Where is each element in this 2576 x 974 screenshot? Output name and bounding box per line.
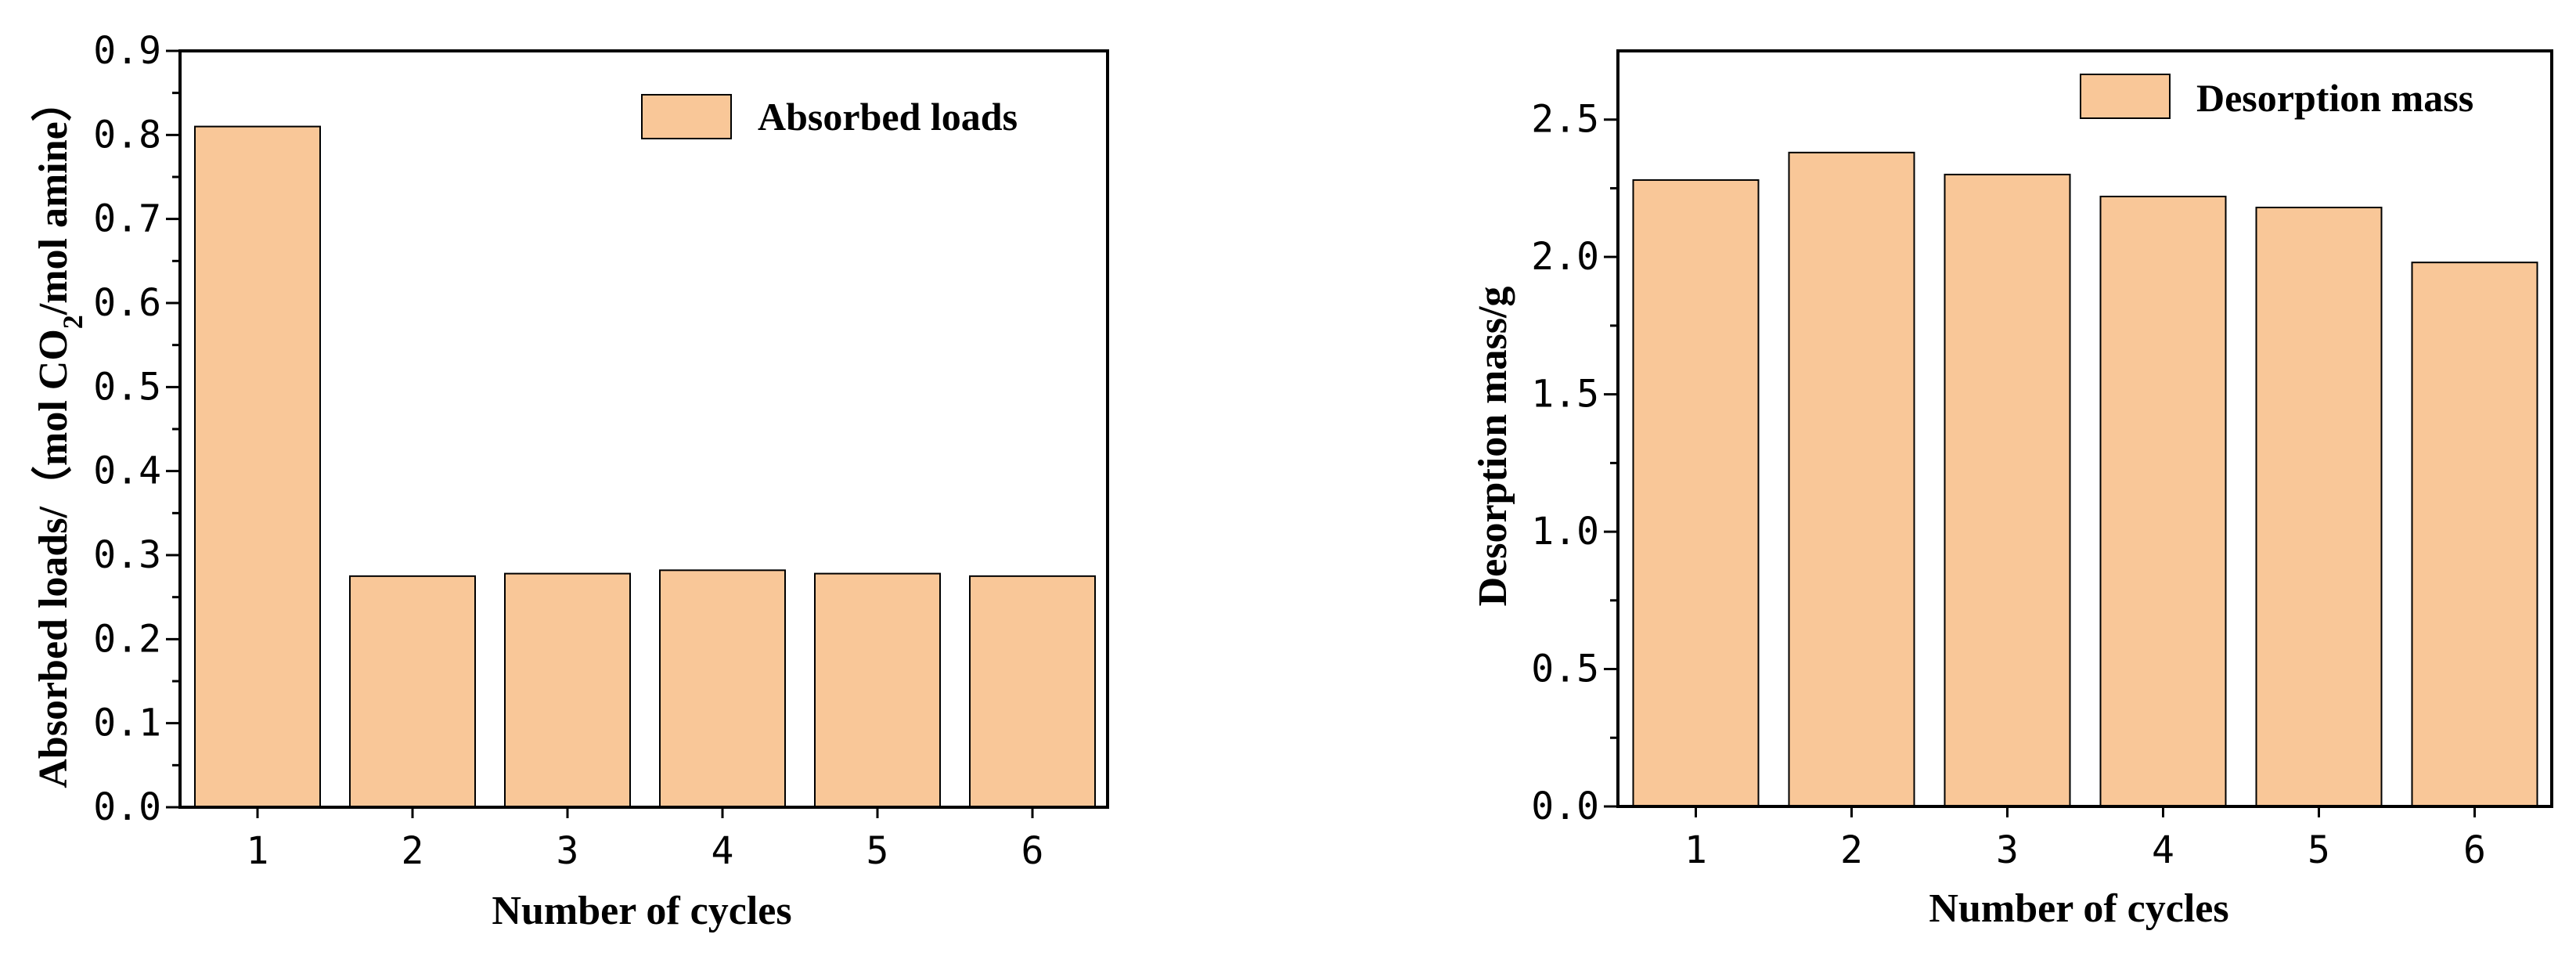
- desorption-bar-5: [2255, 207, 2383, 807]
- absorbed-y-tick-label: 0.6: [93, 281, 161, 325]
- absorbed-y-tick-label: 0.5: [93, 365, 161, 409]
- desorption-plot-frame: [1616, 49, 2553, 808]
- absorbed-y-tick-labels: 0.0 0.1 0.2 0.3 0.4 0.5 0.6 0.7 0.8 0.9: [93, 29, 161, 829]
- desorption-legend: Desorption mass: [2080, 74, 2473, 120]
- desorption-y-axis-title-main: Desorption mass/g: [1471, 287, 1515, 607]
- absorbed-legend-label: Absorbed loads: [758, 95, 1018, 139]
- desorption-bar-6: [2411, 262, 2538, 807]
- desorption-mass-chart: 0.0 0.5 1.0 1.5 2.0 2.5 1 2 3 4 5 6 Number of cycl…: [1471, 49, 2553, 931]
- desorption-bar-2: [1788, 151, 1915, 807]
- desorption-y-tick-labels: 0.0 0.5 1.0 1.5 2.0 2.5: [1531, 98, 1599, 828]
- absorbed-y-tick-label: 0.7: [93, 197, 161, 241]
- absorbed-x-tick-label: 5: [866, 829, 889, 873]
- desorption-y-tick-label: 2.5: [1531, 98, 1599, 142]
- desorption-legend-swatch: [2080, 74, 2171, 119]
- absorbed-x-tick-label: 3: [557, 829, 579, 873]
- absorbed-y-axis-title-end: /mol amine）: [31, 81, 76, 316]
- absorbed-loads-chart: 0.0 0.1 0.2 0.3 0.4 0.5 0.6 0.7 0.8 0.9 1 2 3 4 5 6 Nu…: [31, 29, 1109, 933]
- desorption-x-tick-label: 3: [1996, 828, 2019, 872]
- absorbed-y-axis-title-subscript: 2: [57, 315, 88, 329]
- desorption-y-tick-label: 2.0: [1531, 235, 1599, 279]
- desorption-bar-3: [1944, 173, 2071, 807]
- absorbed-bar-4: [659, 569, 786, 808]
- desorption-axis-ticks: [1604, 118, 2476, 817]
- desorption-bar-1: [1632, 179, 1760, 808]
- absorbed-x-tick-label: 4: [712, 829, 734, 873]
- absorbed-bar-3: [504, 572, 631, 808]
- desorption-x-tick-labels: 1 2 3 4 5 6: [1684, 828, 2486, 872]
- absorbed-bar-1: [194, 125, 321, 809]
- desorption-x-tick-label: 4: [2152, 828, 2174, 872]
- desorption-y-tick-label: 0.0: [1531, 785, 1599, 828]
- desorption-x-tick-label: 2: [1840, 828, 1863, 872]
- absorbed-bars: [194, 125, 1096, 809]
- absorbed-x-tick-label: 1: [247, 829, 269, 873]
- absorbed-y-tick-label: 0.1: [93, 702, 161, 745]
- absorbed-x-tick-label: 2: [402, 829, 424, 873]
- absorbed-y-axis-title: Absorbed loads/（mol CO2/mol amine）: [31, 81, 88, 788]
- absorbed-y-tick-label: 0.2: [93, 617, 161, 661]
- desorption-x-axis-title: Number of cycles: [1929, 886, 2228, 931]
- absorbed-y-tick-label: 0.0: [93, 785, 161, 829]
- desorption-x-tick-label: 5: [2308, 828, 2330, 872]
- absorbed-x-tick-label: 6: [1021, 829, 1044, 873]
- absorbed-bar-2: [349, 575, 476, 808]
- absorbed-y-tick-label: 0.8: [93, 113, 161, 157]
- desorption-bars: [1632, 151, 2538, 808]
- desorption-x-tick-label: 1: [1684, 828, 1707, 872]
- desorption-y-tick-label: 0.5: [1531, 648, 1599, 691]
- desorption-y-axis-title: Desorption mass/g: [1471, 287, 1515, 607]
- absorbed-legend: Absorbed loads: [641, 94, 1018, 139]
- absorbed-y-tick-label: 0.9: [93, 29, 161, 73]
- absorbed-y-axis-title-main: Absorbed loads/（mol CO: [31, 329, 76, 788]
- desorption-legend-label: Desorption mass: [2196, 76, 2473, 120]
- absorbed-plot-frame: [178, 49, 1109, 809]
- desorption-x-tick-label: 6: [2463, 828, 2486, 872]
- desorption-y-tick-label: 1.5: [1531, 373, 1599, 417]
- desorption-y-tick-label: 1.0: [1531, 510, 1599, 554]
- absorbed-y-tick-label: 0.3: [93, 533, 161, 577]
- absorbed-x-tick-labels: 1 2 3 4 5 6: [247, 829, 1044, 873]
- desorption-bar-4: [2099, 195, 2227, 807]
- absorbed-x-axis-title: Number of cycles: [492, 889, 791, 933]
- absorbed-bar-5: [814, 572, 941, 808]
- absorbed-bar-6: [969, 575, 1096, 808]
- absorbed-y-tick-label: 0.4: [93, 449, 161, 493]
- absorbed-legend-swatch: [641, 94, 732, 139]
